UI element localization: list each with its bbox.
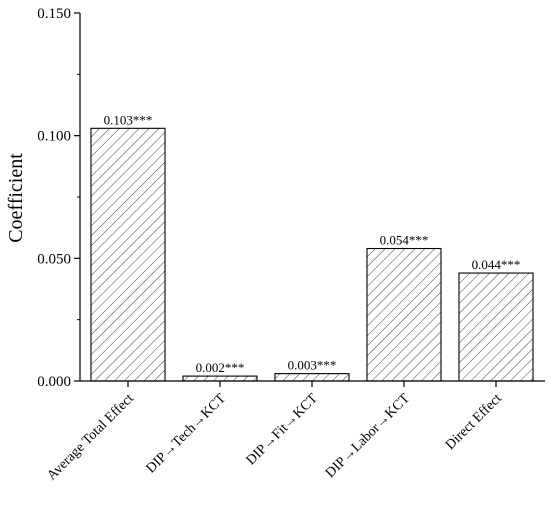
- x-category-label: Average Total Effect: [44, 391, 136, 483]
- y-tick-label: 0.100: [37, 129, 71, 145]
- x-category-label: Direct Effect: [443, 391, 505, 453]
- bar: [182, 375, 258, 382]
- data-label: 0.054***: [380, 233, 429, 248]
- bar: [90, 127, 166, 382]
- bar: [366, 247, 442, 382]
- data-label: 0.103***: [104, 112, 153, 127]
- x-category-label: DIP→Labor→KCT: [323, 391, 413, 481]
- data-label: 0.003***: [288, 358, 337, 373]
- data-label: 0.002***: [196, 360, 245, 375]
- bar: [274, 373, 350, 382]
- x-category-label: DIP→Fit→KCT: [244, 391, 321, 468]
- bar: [458, 272, 534, 382]
- y-tick-label: 0.150: [37, 6, 71, 22]
- y-axis-title: Coefficient: [5, 153, 27, 243]
- y-tick-label: 0.050: [37, 251, 71, 267]
- data-label: 0.044***: [472, 257, 521, 272]
- x-category-label: DIP→Tech→KCT: [144, 391, 230, 477]
- plot-area: 0.000 0.050 0.100 0.150 0.103*** Average Tota…: [37, 6, 545, 484]
- y-tick-label: 0.000: [37, 374, 71, 390]
